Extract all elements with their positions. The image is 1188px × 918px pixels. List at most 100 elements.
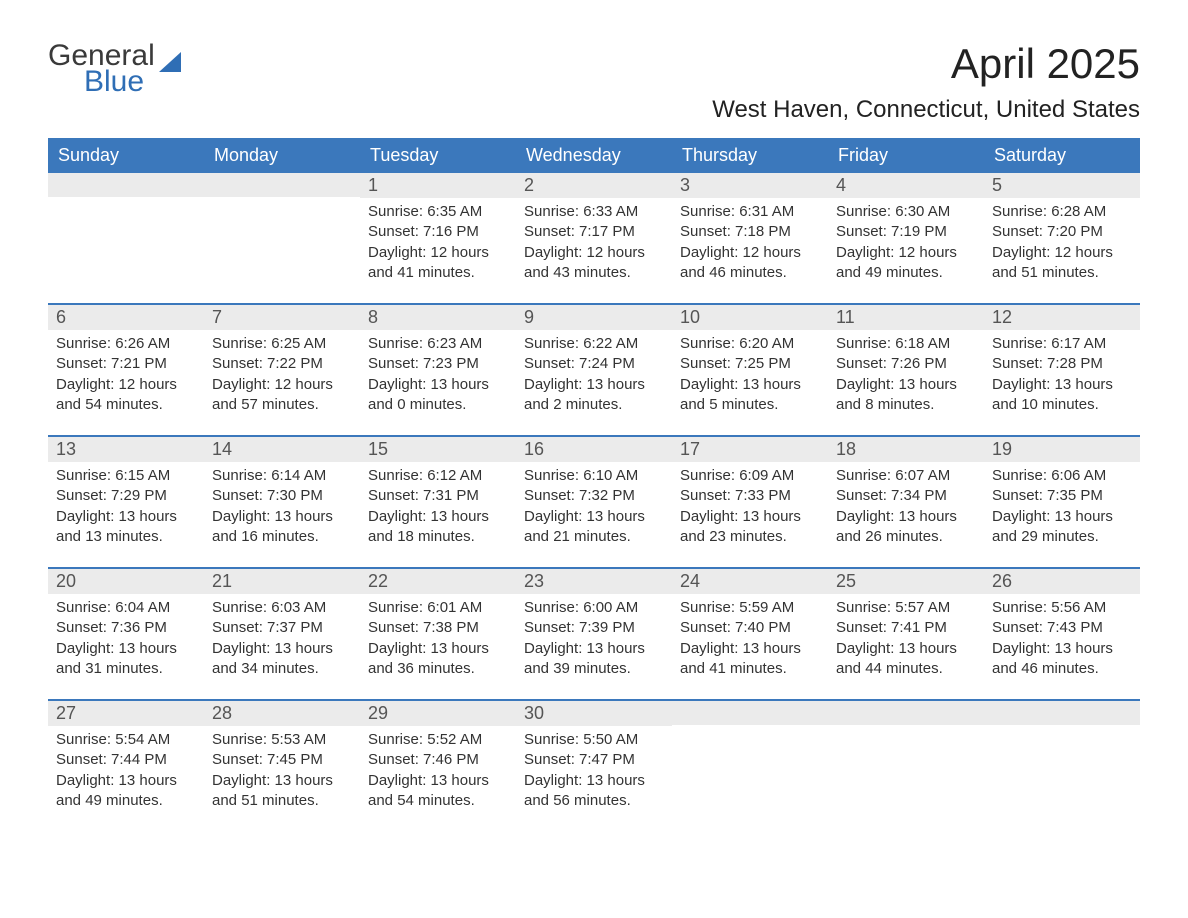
day-body: Sunrise: 6:23 AMSunset: 7:23 PMDaylight:… (360, 330, 516, 417)
day-number: 14 (204, 437, 360, 462)
daylight-text: Daylight: 13 hours and 54 minutes. (368, 771, 508, 812)
day-body: Sunrise: 6:33 AMSunset: 7:17 PMDaylight:… (516, 198, 672, 285)
day-cell: 23Sunrise: 6:00 AMSunset: 7:39 PMDayligh… (516, 569, 672, 681)
sunset-text: Sunset: 7:33 PM (680, 486, 820, 506)
daylight-text: Daylight: 13 hours and 41 minutes. (680, 639, 820, 680)
dow-thursday: Thursday (672, 138, 828, 173)
sunrise-text: Sunrise: 6:00 AM (524, 598, 664, 618)
sunrise-text: Sunrise: 6:07 AM (836, 466, 976, 486)
day-body: Sunrise: 5:59 AMSunset: 7:40 PMDaylight:… (672, 594, 828, 681)
daylight-text: Daylight: 13 hours and 2 minutes. (524, 375, 664, 416)
sunset-text: Sunset: 7:40 PM (680, 618, 820, 638)
sunset-text: Sunset: 7:24 PM (524, 354, 664, 374)
day-cell: 6Sunrise: 6:26 AMSunset: 7:21 PMDaylight… (48, 305, 204, 417)
daylight-text: Daylight: 13 hours and 36 minutes. (368, 639, 508, 680)
day-body: Sunrise: 6:15 AMSunset: 7:29 PMDaylight:… (48, 462, 204, 549)
day-body: Sunrise: 6:10 AMSunset: 7:32 PMDaylight:… (516, 462, 672, 549)
day-number: 7 (204, 305, 360, 330)
sunset-text: Sunset: 7:16 PM (368, 222, 508, 242)
day-number (48, 173, 204, 197)
day-body (984, 725, 1140, 731)
sunset-text: Sunset: 7:29 PM (56, 486, 196, 506)
day-body: Sunrise: 6:03 AMSunset: 7:37 PMDaylight:… (204, 594, 360, 681)
daylight-text: Daylight: 12 hours and 49 minutes. (836, 243, 976, 284)
day-number: 9 (516, 305, 672, 330)
day-cell: 29Sunrise: 5:52 AMSunset: 7:46 PMDayligh… (360, 701, 516, 813)
day-number: 23 (516, 569, 672, 594)
sunrise-text: Sunrise: 6:26 AM (56, 334, 196, 354)
sunset-text: Sunset: 7:21 PM (56, 354, 196, 374)
daylight-text: Daylight: 13 hours and 51 minutes. (212, 771, 352, 812)
day-cell: 2Sunrise: 6:33 AMSunset: 7:17 PMDaylight… (516, 173, 672, 285)
day-number: 16 (516, 437, 672, 462)
day-cell: 21Sunrise: 6:03 AMSunset: 7:37 PMDayligh… (204, 569, 360, 681)
day-number: 13 (48, 437, 204, 462)
sunrise-text: Sunrise: 5:52 AM (368, 730, 508, 750)
sunset-text: Sunset: 7:17 PM (524, 222, 664, 242)
daylight-text: Daylight: 13 hours and 10 minutes. (992, 375, 1132, 416)
day-number: 1 (360, 173, 516, 198)
title-block: April 2025 West Haven, Connecticut, Unit… (712, 40, 1140, 124)
sunrise-text: Sunrise: 5:50 AM (524, 730, 664, 750)
sunset-text: Sunset: 7:18 PM (680, 222, 820, 242)
day-cell: 25Sunrise: 5:57 AMSunset: 7:41 PMDayligh… (828, 569, 984, 681)
day-body: Sunrise: 6:35 AMSunset: 7:16 PMDaylight:… (360, 198, 516, 285)
day-cell: 30Sunrise: 5:50 AMSunset: 7:47 PMDayligh… (516, 701, 672, 813)
dow-tuesday: Tuesday (360, 138, 516, 173)
daylight-text: Daylight: 13 hours and 49 minutes. (56, 771, 196, 812)
dow-wednesday: Wednesday (516, 138, 672, 173)
daylight-text: Daylight: 12 hours and 41 minutes. (368, 243, 508, 284)
day-cell (204, 173, 360, 285)
day-cell: 4Sunrise: 6:30 AMSunset: 7:19 PMDaylight… (828, 173, 984, 285)
day-cell: 24Sunrise: 5:59 AMSunset: 7:40 PMDayligh… (672, 569, 828, 681)
day-cell: 27Sunrise: 5:54 AMSunset: 7:44 PMDayligh… (48, 701, 204, 813)
day-cell (828, 701, 984, 813)
day-body (828, 725, 984, 731)
sunset-text: Sunset: 7:26 PM (836, 354, 976, 374)
day-cell: 11Sunrise: 6:18 AMSunset: 7:26 PMDayligh… (828, 305, 984, 417)
sunrise-text: Sunrise: 5:54 AM (56, 730, 196, 750)
day-body: Sunrise: 5:57 AMSunset: 7:41 PMDaylight:… (828, 594, 984, 681)
daylight-text: Daylight: 13 hours and 23 minutes. (680, 507, 820, 548)
sunrise-text: Sunrise: 5:59 AM (680, 598, 820, 618)
day-number: 26 (984, 569, 1140, 594)
day-body: Sunrise: 6:18 AMSunset: 7:26 PMDaylight:… (828, 330, 984, 417)
day-body: Sunrise: 6:01 AMSunset: 7:38 PMDaylight:… (360, 594, 516, 681)
sunrise-text: Sunrise: 6:03 AM (212, 598, 352, 618)
day-number: 24 (672, 569, 828, 594)
sunset-text: Sunset: 7:22 PM (212, 354, 352, 374)
day-number: 6 (48, 305, 204, 330)
day-cell (672, 701, 828, 813)
day-cell: 15Sunrise: 6:12 AMSunset: 7:31 PMDayligh… (360, 437, 516, 549)
day-body: Sunrise: 6:30 AMSunset: 7:19 PMDaylight:… (828, 198, 984, 285)
day-body: Sunrise: 6:28 AMSunset: 7:20 PMDaylight:… (984, 198, 1140, 285)
day-body: Sunrise: 6:17 AMSunset: 7:28 PMDaylight:… (984, 330, 1140, 417)
day-number: 10 (672, 305, 828, 330)
sunset-text: Sunset: 7:41 PM (836, 618, 976, 638)
daylight-text: Daylight: 13 hours and 29 minutes. (992, 507, 1132, 548)
sunset-text: Sunset: 7:47 PM (524, 750, 664, 770)
sunrise-text: Sunrise: 6:09 AM (680, 466, 820, 486)
day-number: 15 (360, 437, 516, 462)
day-cell: 7Sunrise: 6:25 AMSunset: 7:22 PMDaylight… (204, 305, 360, 417)
daylight-text: Daylight: 13 hours and 26 minutes. (836, 507, 976, 548)
day-number: 25 (828, 569, 984, 594)
day-cell: 26Sunrise: 5:56 AMSunset: 7:43 PMDayligh… (984, 569, 1140, 681)
calendar-grid: Sunday Monday Tuesday Wednesday Thursday… (48, 138, 1140, 813)
week-row: 20Sunrise: 6:04 AMSunset: 7:36 PMDayligh… (48, 567, 1140, 681)
dow-monday: Monday (204, 138, 360, 173)
day-number: 28 (204, 701, 360, 726)
sunrise-text: Sunrise: 6:35 AM (368, 202, 508, 222)
sunrise-text: Sunrise: 5:56 AM (992, 598, 1132, 618)
day-body: Sunrise: 6:20 AMSunset: 7:25 PMDaylight:… (672, 330, 828, 417)
day-number (672, 701, 828, 725)
day-number (984, 701, 1140, 725)
sunset-text: Sunset: 7:38 PM (368, 618, 508, 638)
day-number (204, 173, 360, 197)
week-row: 1Sunrise: 6:35 AMSunset: 7:16 PMDaylight… (48, 173, 1140, 285)
daylight-text: Daylight: 13 hours and 0 minutes. (368, 375, 508, 416)
sunrise-text: Sunrise: 6:06 AM (992, 466, 1132, 486)
sunrise-text: Sunrise: 6:14 AM (212, 466, 352, 486)
day-number: 12 (984, 305, 1140, 330)
daylight-text: Daylight: 12 hours and 57 minutes. (212, 375, 352, 416)
